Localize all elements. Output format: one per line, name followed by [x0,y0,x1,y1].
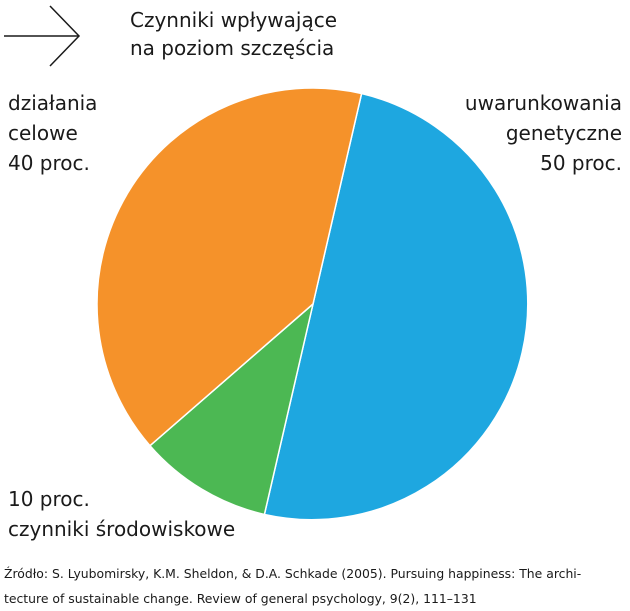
slice-label-intentional: działania celowe 40 proc. [8,88,97,178]
arrow-icon [4,5,81,67]
chart-title: Czynniki wpływające na poziom szczęścia [130,6,430,62]
source-line-1: Źródło: S. Lyubomirsky, K.M. Sheldon, & … [4,566,582,581]
slice-label-genetic-line-1: uwarunkowania [464,91,622,115]
slice-label-environment-line-1: 10 proc. [8,487,90,511]
source-line-2: tecture of sustainable change. Review of… [4,591,477,606]
slice-intentional [96,87,363,447]
slice-label-environment-line-2: czynniki środowiskowe [8,517,236,541]
slice-environment [148,301,315,516]
slice-label-genetic: uwarunkowania genetyczne 50 proc. [465,88,622,178]
slice-label-intentional-line-3: 40 proc. [8,151,90,175]
slice-label-genetic-line-3: 50 proc. [540,151,622,175]
slice-label-intentional-line-2: celowe [8,121,78,145]
chart-title-line-2: na poziom szczęścia [130,36,335,60]
slice-genetic [263,92,529,521]
chart-title-line-1: Czynniki wpływające [130,8,338,32]
slice-label-environment: 10 proc. czynniki środowiskowe [8,484,235,544]
slice-label-genetic-line-2: genetyczne [505,121,622,145]
source-note: Źródło: S. Lyubomirsky, K.M. Sheldon, & … [4,561,624,611]
slice-label-intentional-line-1: działania [8,91,98,115]
